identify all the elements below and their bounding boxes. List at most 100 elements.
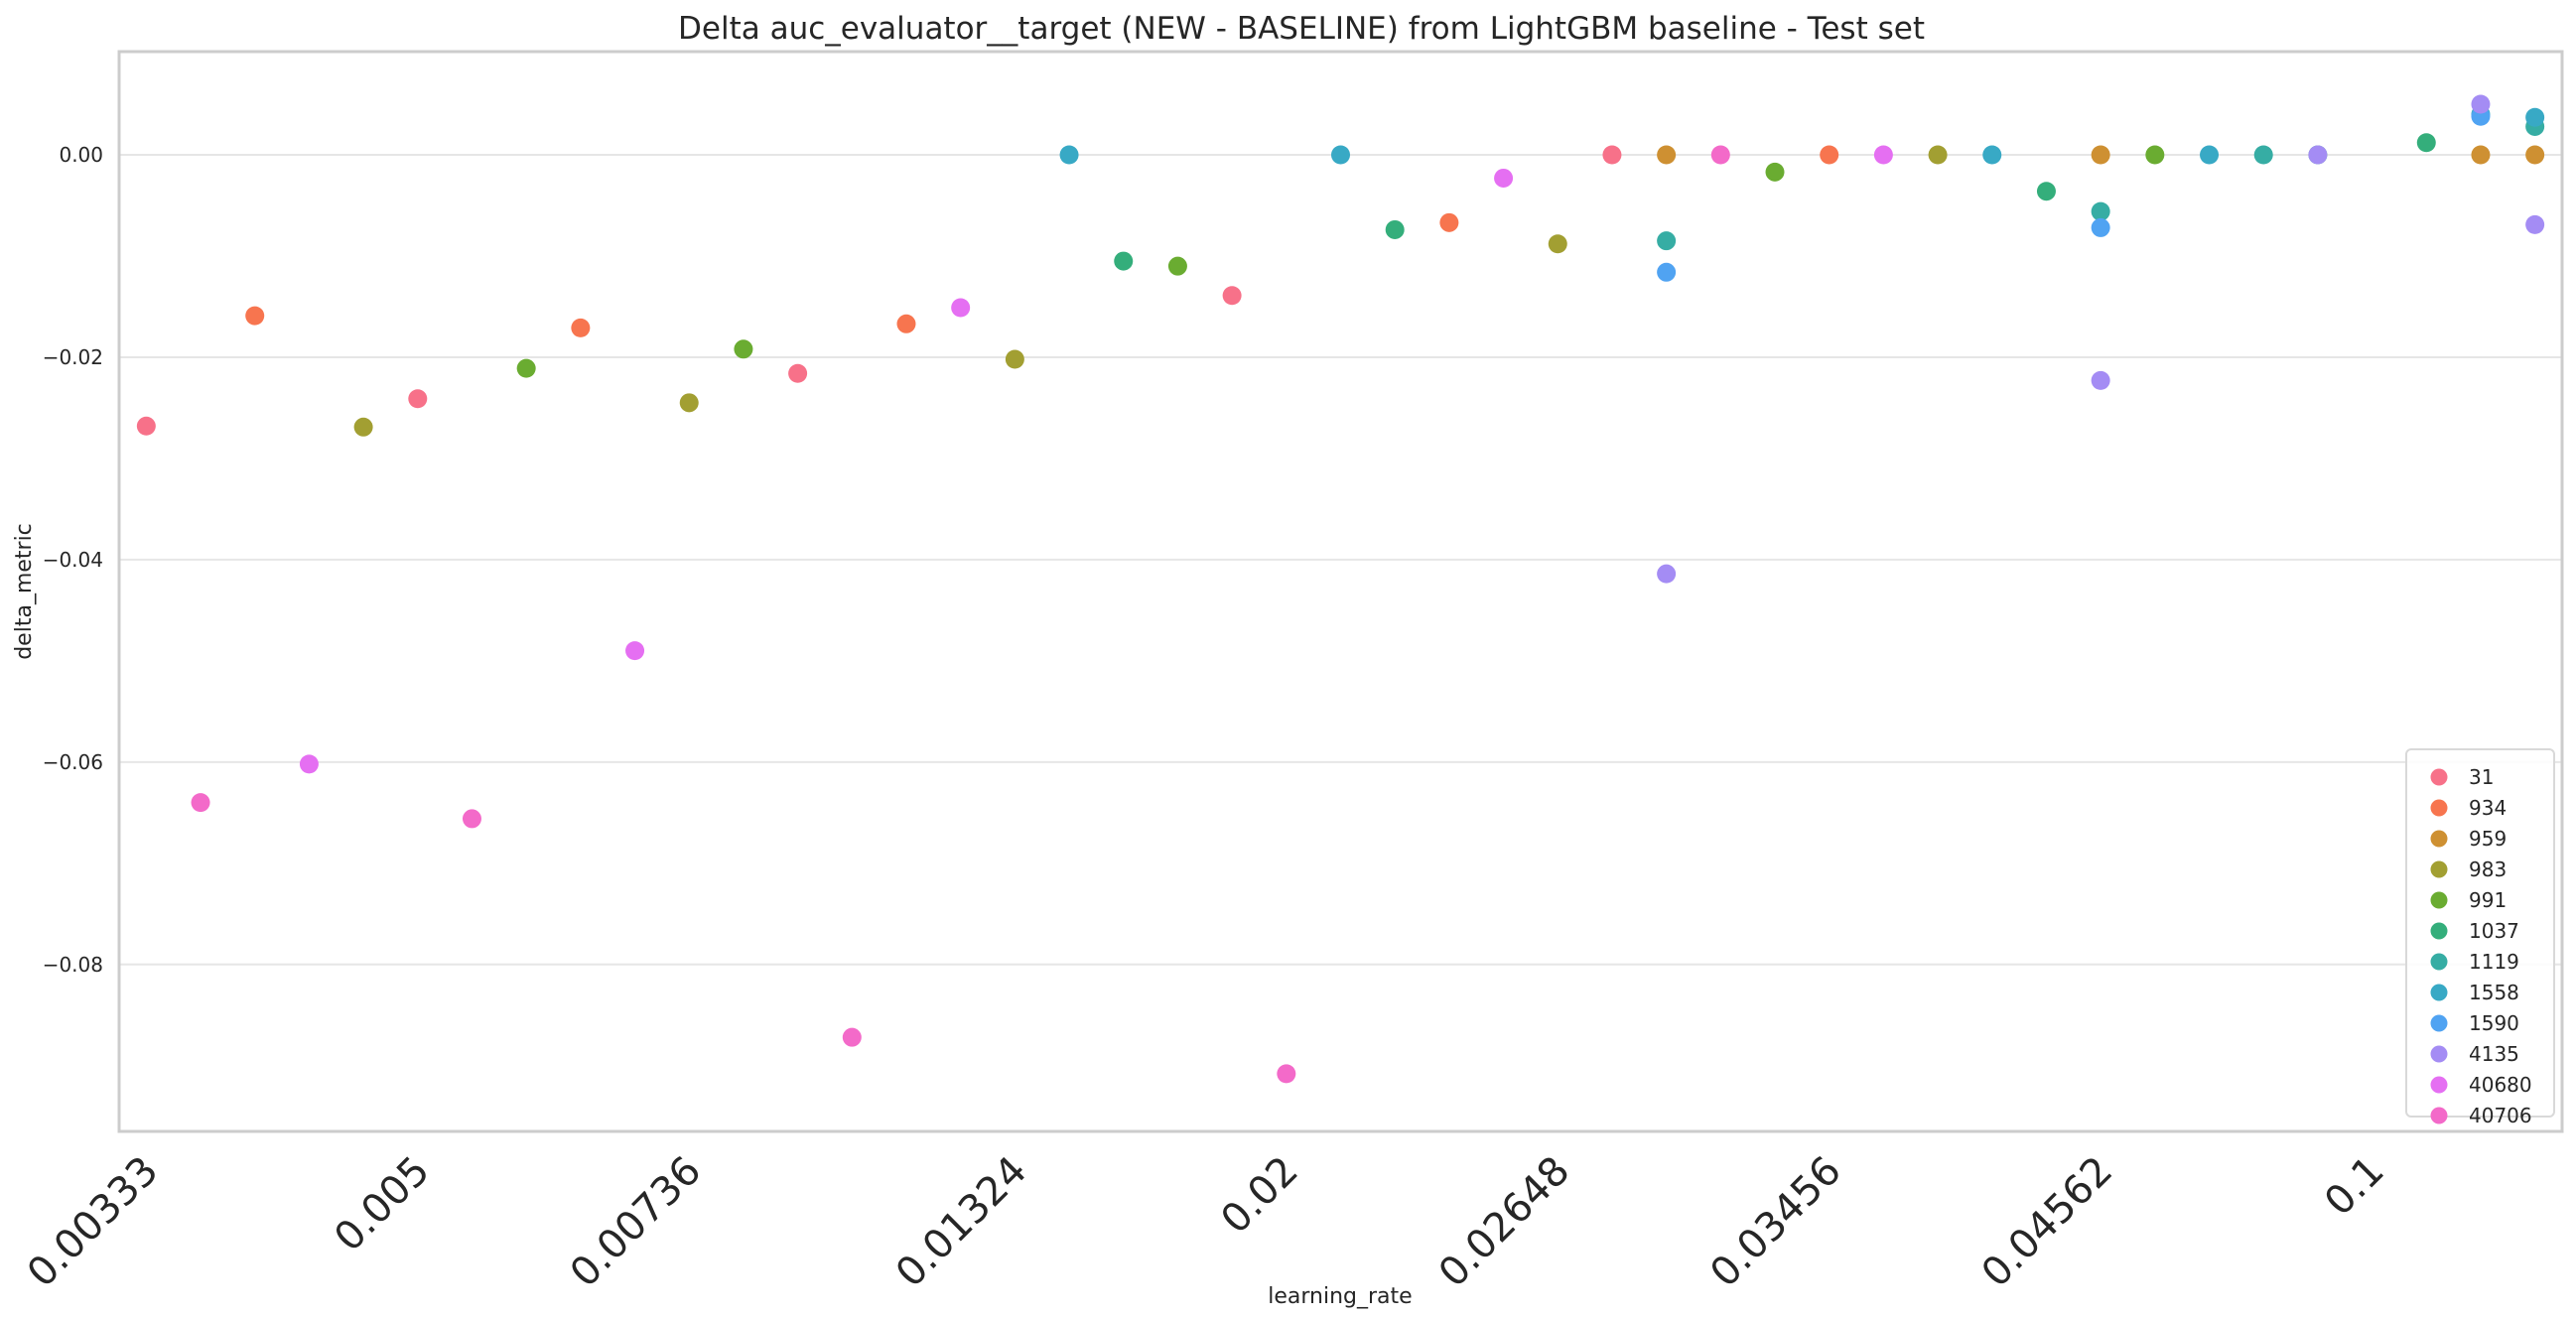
data-point-series-1558 (2525, 107, 2545, 127)
x-tick-label: 0.01324 (887, 1148, 1035, 1296)
data-point-series-4135 (2525, 214, 2545, 234)
legend-marker (2430, 1107, 2448, 1124)
x-tick-label: 0.00736 (562, 1148, 710, 1296)
data-point-series-959 (2525, 145, 2545, 165)
x-tick-label: 0.00333 (19, 1148, 167, 1296)
data-point-series-31 (1602, 145, 1622, 165)
x-axis-label: learning_rate (1268, 1284, 1412, 1309)
data-point-series-1590 (1657, 262, 1677, 282)
chart-title: Delta auc_evaluator__target (NEW - BASEL… (678, 11, 1925, 47)
data-point-series-991 (1765, 162, 1785, 182)
legend-label: 1119 (2469, 950, 2519, 974)
legend-marker (2430, 1076, 2448, 1094)
data-point-series-983 (353, 417, 373, 437)
data-point-series-40706 (462, 809, 481, 829)
plot-frame (117, 50, 2564, 1133)
legend-marker (2430, 1045, 2448, 1063)
data-point-series-31 (408, 389, 428, 409)
legend-label: 1558 (2469, 981, 2519, 1004)
data-point-series-4135 (2091, 370, 2110, 390)
legend-label: 1037 (2469, 919, 2519, 943)
data-point-series-1558 (1331, 145, 1350, 165)
legend-marker (2430, 860, 2448, 878)
data-point-series-4135 (1657, 564, 1677, 584)
data-point-series-31 (1222, 286, 1242, 306)
data-point-series-959 (1657, 145, 1677, 165)
legend-label: 40680 (2469, 1073, 2532, 1097)
data-point-series-40706 (1277, 1064, 1296, 1084)
data-point-series-1119 (2091, 201, 2110, 221)
legend-label: 31 (2469, 765, 2494, 789)
data-point-series-1558 (2200, 145, 2220, 165)
y-tick-label: 0.00 (59, 143, 103, 167)
data-point-series-40680 (1873, 145, 1893, 165)
y-axis-ticks: 0.00 −0.02 −0.04 −0.06 −0.08 (43, 143, 103, 977)
data-point-series-983 (1928, 145, 1948, 165)
data-point-series-959 (2471, 145, 2491, 165)
data-point-series-40680 (299, 754, 319, 774)
data-point-series-1119 (1657, 231, 1677, 251)
data-point-series-934 (896, 314, 916, 333)
data-point-series-40680 (951, 298, 971, 318)
data-point-series-983 (1005, 349, 1024, 369)
data-point-series-40680 (1494, 168, 1514, 188)
data-points (136, 94, 2545, 1084)
data-point-series-1037 (1114, 251, 1134, 271)
data-point-series-40680 (625, 641, 645, 661)
x-tick-label: 0.02648 (1430, 1148, 1578, 1296)
data-point-series-4135 (2308, 145, 2328, 165)
legend: 31 934 959 983 991 1037 1119 1558 1590 4135 40680 4… (2405, 748, 2555, 1127)
data-point-series-40706 (842, 1027, 862, 1047)
legend-marker (2430, 799, 2448, 817)
data-point-series-934 (571, 318, 591, 337)
y-tick-label: −0.04 (43, 548, 103, 572)
legend-label: 4135 (2469, 1042, 2519, 1066)
legend-label: 40706 (2469, 1104, 2532, 1127)
data-point-series-1590 (2091, 217, 2110, 237)
legend-marker (2430, 768, 2448, 786)
data-point-series-1037 (2416, 133, 2436, 153)
x-axis-ticks: 0.00333 0.005 0.00736 0.01324 0.02 0.02648 0.0… (19, 1148, 2393, 1296)
x-tick-label: 0.005 (326, 1148, 439, 1261)
data-point-series-31 (136, 416, 156, 436)
data-point-series-1037 (2036, 182, 2056, 201)
legend-label: 959 (2469, 827, 2507, 851)
data-point-series-934 (1439, 212, 1459, 232)
legend-marker (2430, 891, 2448, 909)
data-point-series-1037 (1385, 219, 1405, 239)
legend-label: 934 (2469, 796, 2507, 820)
data-point-series-40706 (191, 793, 210, 813)
legend-marker (2430, 953, 2448, 971)
legend-label: 991 (2469, 888, 2507, 912)
data-point-series-40706 (1710, 145, 1730, 165)
data-point-series-991 (1167, 256, 1187, 276)
x-tick-label: 0.03456 (1701, 1148, 1849, 1296)
x-tick-label: 0.02 (1212, 1148, 1307, 1244)
y-tick-label: −0.08 (43, 953, 103, 977)
data-point-series-983 (679, 393, 699, 413)
legend-label: 983 (2469, 857, 2507, 881)
legend-marker (2430, 984, 2448, 1001)
data-point-series-991 (2145, 145, 2165, 165)
data-point-series-1119 (2253, 145, 2273, 165)
y-tick-label: −0.06 (43, 750, 103, 774)
data-point-series-31 (788, 363, 808, 383)
data-point-series-959 (2091, 145, 2110, 165)
y-axis-label: delta_metric (12, 523, 37, 660)
data-point-series-934 (1820, 145, 1839, 165)
data-point-series-991 (734, 339, 753, 359)
legend-marker (2430, 830, 2448, 848)
data-point-series-991 (516, 358, 536, 378)
y-tick-label: −0.02 (43, 345, 103, 369)
legend-label: 1590 (2469, 1011, 2519, 1035)
legend-marker (2430, 922, 2448, 940)
data-point-series-934 (245, 306, 265, 326)
legend-marker (2430, 1014, 2448, 1032)
data-point-series-983 (1548, 234, 1567, 254)
x-tick-label: 0.1 (2316, 1148, 2393, 1226)
x-tick-label: 0.04562 (1973, 1148, 2121, 1296)
data-point-series-4135 (2471, 94, 2491, 114)
grid-lines (119, 154, 2562, 966)
legend-entries: 31 934 959 983 991 1037 1119 1558 1590 4135 40680 4… (2430, 765, 2532, 1127)
